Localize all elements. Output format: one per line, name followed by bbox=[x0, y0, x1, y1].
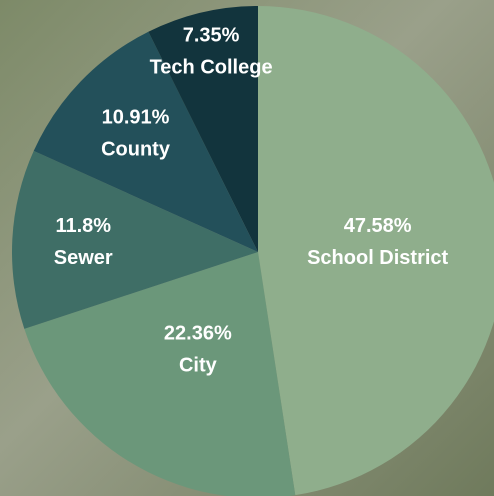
category-label: City bbox=[179, 354, 218, 376]
pie: 47.58% School District 22.36% City 11.8% Sewe… bbox=[11, 6, 494, 496]
pie-slice bbox=[24, 252, 296, 496]
category-label: Tech College bbox=[150, 57, 273, 79]
value-label: 7.35% bbox=[183, 25, 240, 47]
pie-slice bbox=[33, 31, 258, 252]
value-label: 10.91% bbox=[102, 106, 170, 128]
value-label: 11.8% bbox=[55, 215, 111, 237]
value-label: 47.58% bbox=[344, 215, 412, 237]
value-label: 22.36% bbox=[164, 322, 232, 344]
pie-slice bbox=[258, 6, 494, 496]
pie-slice bbox=[11, 150, 258, 329]
category-label: School District bbox=[307, 247, 448, 269]
pie-slice bbox=[148, 6, 258, 252]
category-label: Sewer bbox=[54, 247, 113, 269]
category-label: County bbox=[101, 138, 171, 160]
